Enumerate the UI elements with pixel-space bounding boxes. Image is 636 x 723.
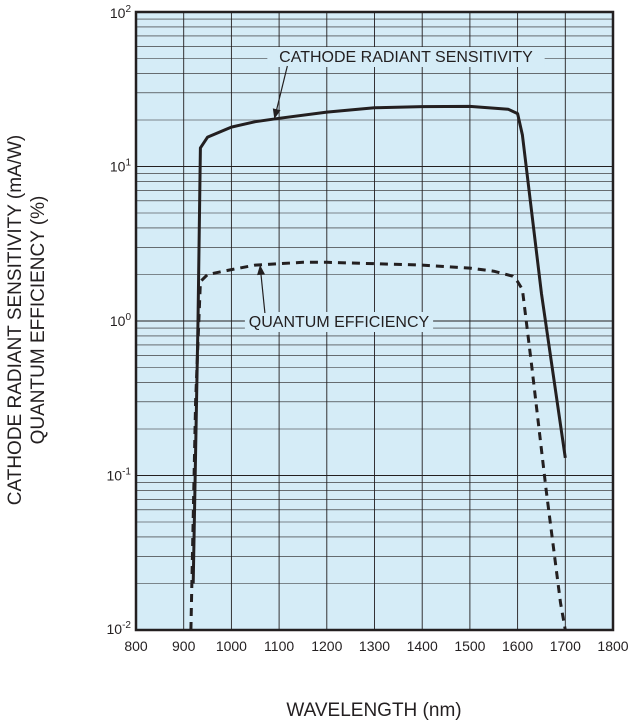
annotation-label-background: [244, 312, 434, 332]
x-tick-label: 1100: [264, 638, 294, 654]
y-axis-title-line-2: QUANTUM EFFICIENCY (%): [28, 196, 49, 445]
series-layer: [189, 104, 567, 631]
annotation-arrowhead: [272, 108, 281, 120]
y-tick-label: 101: [110, 158, 132, 175]
x-tick-label: 1200: [311, 638, 342, 654]
x-tick-label: 900: [172, 638, 196, 654]
series-line-cathode-radiant-sensitivity: [191, 104, 567, 584]
x-tick-labels: 800 900 1000 1100 1200 1300 1400 1500 1600 1700 18…: [124, 638, 628, 654]
annotation-label-cathode-radiant-sensitivity: CATHODE RADIANT SENSITIVITY: [279, 49, 533, 66]
x-tick-label: 1600: [502, 638, 533, 654]
x-tick-label: 1000: [216, 638, 247, 654]
y-tick-label: 10-2: [107, 620, 132, 637]
plot-frame: [134, 10, 615, 632]
annotation-arrowhead: [257, 264, 266, 276]
annotation-layer: CATHODE RADIANT SENSITIVITY QUANTUM EFFIC…: [244, 47, 545, 332]
x-axis-title: WAVELENGTH (nm): [286, 700, 461, 721]
y-tick-labels: 102 101 100 10-1 10-2: [107, 4, 132, 637]
series-line-quantum-efficiency: [189, 260, 567, 631]
x-tick-label: 1800: [597, 638, 628, 654]
x-tick-label: 1500: [454, 638, 485, 654]
x-tick-label: 1300: [359, 638, 390, 654]
x-tick-label: 800: [124, 638, 148, 654]
y-tick-label: 102: [110, 4, 132, 21]
annotation-label-background: [267, 47, 545, 67]
x-tick-label: 1700: [550, 638, 581, 654]
y-axis-title-line-1: CATHODE RADIANT SENSITIVITY (mA/W): [5, 135, 26, 506]
y-tick-label: 10-1: [107, 467, 132, 484]
y-tick-label: 100: [110, 312, 132, 329]
x-tick-label: 1400: [407, 638, 438, 654]
annotation-label-quantum-efficiency: QUANTUM EFFICIENCY: [249, 314, 430, 331]
